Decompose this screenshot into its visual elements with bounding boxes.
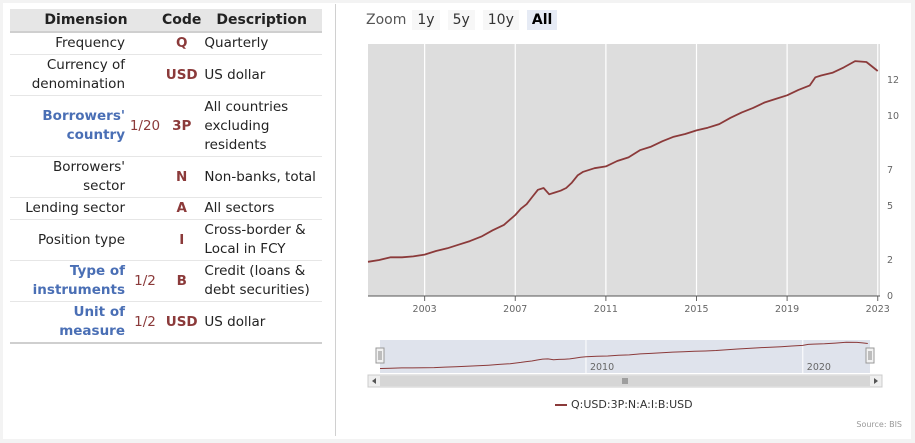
dimension-cell: Frequency <box>10 32 128 55</box>
dimension-cell: Position type <box>10 219 128 261</box>
scroll-right-icon <box>874 378 878 384</box>
x-tick-label: 2015 <box>684 304 708 315</box>
description-cell: All countries excluding residents <box>201 95 322 157</box>
selector-cell <box>128 54 162 96</box>
navigator-right-handle[interactable] <box>865 347 875 364</box>
header-dimension: Dimension <box>10 9 162 33</box>
navigator-tick-label: 2010 <box>590 362 614 373</box>
handle-body <box>865 347 875 364</box>
header-code: Code <box>162 9 202 33</box>
table-row: Position type I Cross-border & Local in FC… <box>10 219 322 261</box>
dimension-cell[interactable]: Type of instruments <box>10 260 128 302</box>
selector-cell <box>128 219 162 261</box>
navigator: 2010 2020 <box>367 340 883 388</box>
table-row: Lending sector A All sectors <box>10 197 322 220</box>
table-header-row: Dimension Code Description <box>10 9 322 33</box>
y-tick-label: 10 <box>887 111 899 122</box>
handle-body <box>375 347 385 364</box>
x-tick-label: 2011 <box>594 304 618 315</box>
source-credit: Source: BIS <box>856 420 902 429</box>
table-row: Unit of measure 1/2 USD US dollar <box>10 301 322 344</box>
chart-legend[interactable]: Q:USD:3P:N:A:I:B:USD <box>555 398 693 411</box>
dimension-cell: Currency of denomination <box>10 54 128 96</box>
description-cell: Credit (loans & debt securities) <box>201 260 322 302</box>
description-cell: Quarterly <box>201 32 322 55</box>
code-cell: Q <box>162 32 202 55</box>
navigator-background <box>380 340 870 373</box>
code-cell: 3P <box>162 95 202 157</box>
code-cell: USD <box>162 301 202 344</box>
code-cell: USD <box>162 54 202 96</box>
table-body: Frequency Q Quarterly Currency of denominat… <box>10 32 322 344</box>
table-row: Frequency Q Quarterly <box>10 32 322 55</box>
description-cell: Non-banks, total <box>201 156 322 198</box>
table-row: Borrowers' sector N Non-banks, total <box>10 156 322 198</box>
table-row: Borrowers' country 1/20 3P All countries ex… <box>10 95 322 157</box>
selector-cell: 1/2 <box>128 301 162 344</box>
dimension-panel: Dimension Code Description Frequency Q Qua… <box>10 9 322 344</box>
code-cell: B <box>162 260 202 302</box>
y-tick-label: 0 <box>887 291 893 302</box>
description-cell: US dollar <box>201 301 322 344</box>
y-tick-label: 7 <box>887 165 893 176</box>
y-tick-label: 2 <box>887 255 893 266</box>
table-row: Type of instruments 1/2 B Credit (loans & d… <box>10 260 322 302</box>
zoom-all-button[interactable]: All <box>526 10 558 30</box>
dimension-cell: Borrowers' sector <box>10 156 128 198</box>
description-cell: All sectors <box>201 197 322 220</box>
panel-divider <box>335 4 336 436</box>
code-cell: N <box>162 156 202 198</box>
zoom-bar: Zoom 1y 5y 10y All <box>366 9 565 31</box>
x-tick-label: 2019 <box>775 304 799 315</box>
zoom-10y-button[interactable]: 10y <box>482 10 519 30</box>
navigator-series-line <box>379 341 868 369</box>
navigator-scrollbar[interactable] <box>367 374 883 388</box>
navigator-tick-label: 2020 <box>807 362 831 373</box>
selector-cell <box>128 197 162 220</box>
dimension-cell[interactable]: Borrowers' country <box>10 95 128 157</box>
main-plot: 2003 2007 2011 2015 2019 2023 0 2 5 7 10 12 <box>367 44 899 315</box>
x-tick-label: 2007 <box>503 304 527 315</box>
table-row: Currency of denomination USD US dollar <box>10 54 322 96</box>
y-tick-label: 5 <box>887 201 893 212</box>
code-cell: A <box>162 197 202 220</box>
navigator-left-handle[interactable] <box>375 347 385 364</box>
selector-cell: 1/2 <box>128 260 162 302</box>
scroll-left-icon <box>372 378 376 384</box>
dimension-table: Dimension Code Description Frequency Q Qua… <box>10 9 322 344</box>
selector-cell <box>128 156 162 198</box>
x-tick-label: 2003 <box>413 304 437 315</box>
header-description: Description <box>201 9 322 33</box>
code-cell: I <box>162 219 202 261</box>
dimension-cell: Lending sector <box>10 197 128 220</box>
legend-swatch <box>555 403 567 406</box>
plot-background <box>368 44 880 296</box>
zoom-5y-button[interactable]: 5y <box>447 10 475 30</box>
dimension-cell[interactable]: Unit of measure <box>10 301 128 344</box>
description-cell: US dollar <box>201 54 322 96</box>
zoom-label: Zoom <box>366 12 407 28</box>
selector-cell: 1/20 <box>128 95 162 157</box>
series-line <box>367 60 879 263</box>
legend-label: Q:USD:3P:N:A:I:B:USD <box>571 398 693 411</box>
description-cell: Cross-border & Local in FCY <box>201 219 322 261</box>
selector-cell <box>128 32 162 55</box>
zoom-1y-button[interactable]: 1y <box>412 10 440 30</box>
y-tick-label: 12 <box>887 75 899 86</box>
x-tick-label: 2023 <box>866 304 890 315</box>
